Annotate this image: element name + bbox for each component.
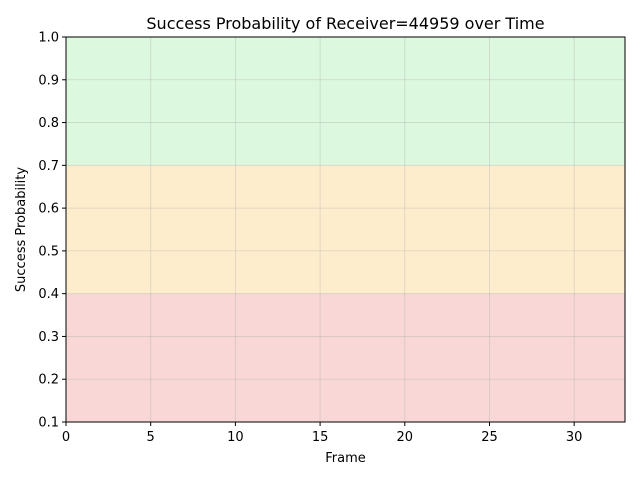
y-tick-label: 0.8 bbox=[38, 116, 59, 131]
y-tick-label: 0.3 bbox=[38, 330, 59, 345]
y-tick-label: 1.0 bbox=[38, 31, 59, 46]
x-tick-label: 5 bbox=[147, 430, 155, 445]
band-2 bbox=[66, 37, 625, 166]
y-tick-label: 0.1 bbox=[38, 416, 59, 431]
x-tick-label: 20 bbox=[397, 430, 414, 445]
y-tick-label: 0.5 bbox=[38, 244, 59, 259]
band-1 bbox=[66, 165, 625, 294]
band-0 bbox=[66, 293, 625, 422]
y-tick-label: 0.4 bbox=[38, 287, 59, 302]
x-tick-label: 30 bbox=[566, 430, 583, 445]
y-tick-label: 0.7 bbox=[38, 159, 59, 174]
x-axis-label: Frame bbox=[325, 451, 366, 466]
x-tick-label: 10 bbox=[227, 430, 244, 445]
chart-title: Success Probability of Receiver=44959 ov… bbox=[146, 14, 544, 33]
y-tick-label: 0.6 bbox=[38, 202, 59, 217]
y-axis-label: Success Probability bbox=[14, 167, 29, 292]
plot-frame bbox=[65, 36, 626, 423]
x-tick-label: 25 bbox=[481, 430, 498, 445]
x-tick-label: 0 bbox=[62, 430, 70, 445]
y-tick-label: 0.2 bbox=[38, 373, 59, 388]
y-tick-label: 0.9 bbox=[38, 73, 59, 88]
x-tick-label: 15 bbox=[312, 430, 329, 445]
x-axis: 0 5 10 15 20 25 30 bbox=[62, 422, 583, 445]
probability-bands bbox=[66, 37, 625, 422]
y-axis: 0.1 0.2 0.3 0.4 0.5 0.6 0.7 0.8 0.9 1.0 bbox=[38, 31, 66, 431]
